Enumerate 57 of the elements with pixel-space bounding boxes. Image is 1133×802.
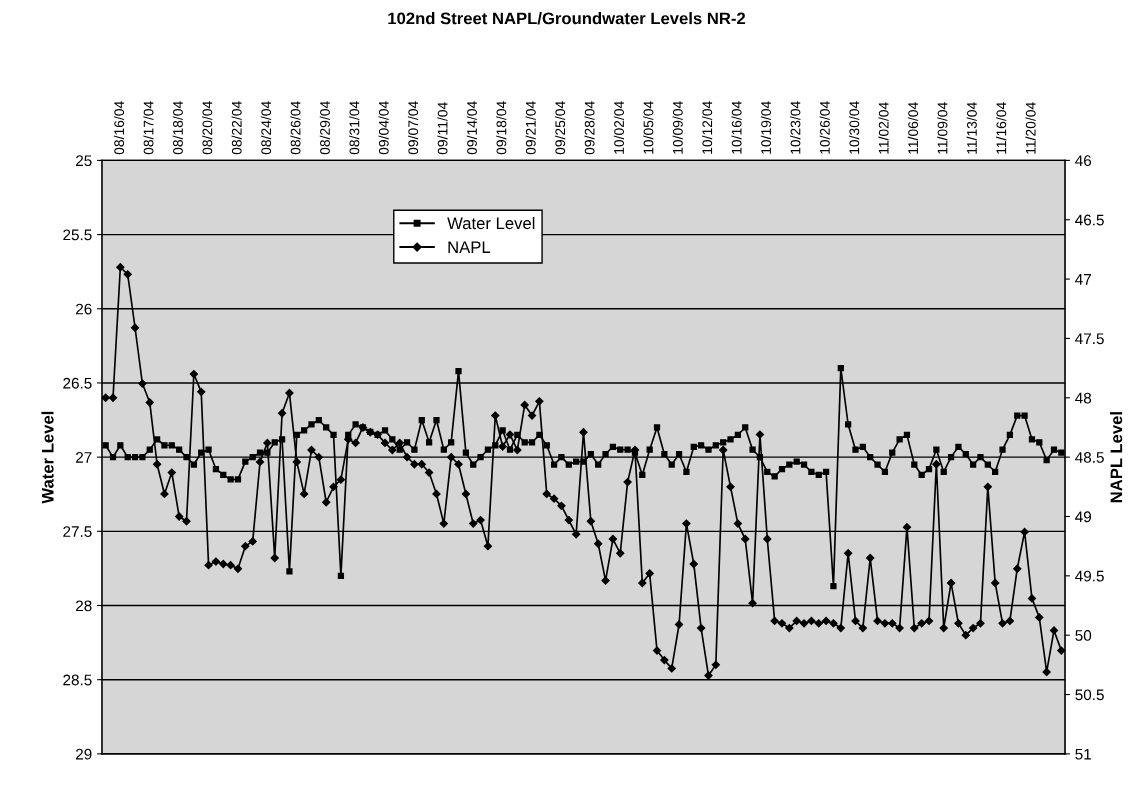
x-tick-label: 09/14/04 [466, 101, 477, 155]
y-tick-label: 29 [76, 748, 92, 760]
y2-tick-label: 46.5 [1075, 214, 1104, 226]
x-tick-label: 10/23/04 [790, 101, 801, 154]
y2-tick-label: 46 [1075, 155, 1092, 167]
legend-label: Water Level [447, 216, 535, 230]
y2-tick-label: 50 [1075, 630, 1092, 641]
x-tick-label: 11/02/04 [878, 102, 889, 154]
y-tick-label: 25.5 [63, 229, 92, 241]
y-tick-label: 28 [76, 600, 92, 612]
x-tick-label: 11/09/04 [937, 102, 948, 154]
chart-title: 102nd Street NAPL/Groundwater Levels NR-2 [388, 12, 746, 25]
x-tick-label: 09/28/04 [584, 101, 595, 155]
y2-tick-label: 51 [1075, 748, 1091, 760]
y2-tick-label: 48.5 [1075, 452, 1104, 463]
x-tick-label: 09/04/04 [378, 101, 389, 155]
y-tick-label: 26 [76, 303, 92, 315]
y2-tick-label: 49.5 [1075, 570, 1104, 582]
x-tick-label: 08/24/04 [260, 101, 272, 155]
x-tick-label: 10/19/04 [760, 101, 772, 154]
x-tick-label: 11/20/04 [1025, 102, 1036, 154]
x-tick-label: 10/30/04 [849, 101, 860, 154]
x-tick-label: 09/07/04 [407, 101, 419, 155]
y2-tick-label: 47.5 [1075, 333, 1104, 345]
x-tick-label: 09/18/04 [496, 101, 507, 155]
y2-axis-title: NAPL Level [1110, 412, 1123, 503]
x-tick-label: 08/29/04 [319, 101, 330, 155]
x-tick-label: 10/26/04 [819, 101, 830, 154]
x-tick-label: 08/18/04 [172, 101, 183, 155]
x-tick-label: 08/17/04 [143, 101, 154, 155]
x-tick-label: 10/09/04 [672, 101, 683, 154]
x-tick-label: 11/16/04 [996, 102, 1007, 154]
y2-tick-label: 50.5 [1075, 689, 1104, 701]
y-tick-label: 27 [76, 452, 92, 463]
x-tick-label: 09/11/04 [437, 102, 448, 155]
x-tick-label: 10/05/04 [643, 101, 654, 154]
x-tick-label: 10/02/04 [613, 101, 624, 154]
x-tick-label: 11/13/04 [966, 102, 977, 154]
y2-tick-label: 48 [1075, 392, 1092, 404]
y-tick-label: 27.5 [63, 526, 92, 538]
y2-tick-label: 47 [1075, 274, 1091, 285]
y-tick-label: 28.5 [63, 674, 92, 686]
x-tick-label: 08/31/04 [349, 101, 360, 155]
x-tick-label: 09/21/04 [525, 101, 536, 155]
x-tick-label: 10/12/04 [702, 101, 713, 154]
y-axis-title: Water Level [41, 411, 54, 504]
x-tick-label: 08/22/04 [231, 101, 242, 155]
x-tick-label: 09/25/04 [554, 101, 566, 155]
y-tick-label: 25 [76, 155, 92, 167]
x-tick-label: 08/26/04 [290, 101, 301, 155]
x-tick-label: 08/16/04 [113, 101, 125, 155]
y2-tick-label: 49 [1075, 511, 1092, 523]
y-tick-label: 26.5 [63, 377, 92, 389]
x-tick-label: 08/20/04 [202, 101, 213, 155]
legend-label: NAPL [448, 241, 491, 253]
x-tick-label: 11/06/04 [907, 102, 919, 154]
x-tick-label: 10/16/04 [731, 101, 742, 154]
